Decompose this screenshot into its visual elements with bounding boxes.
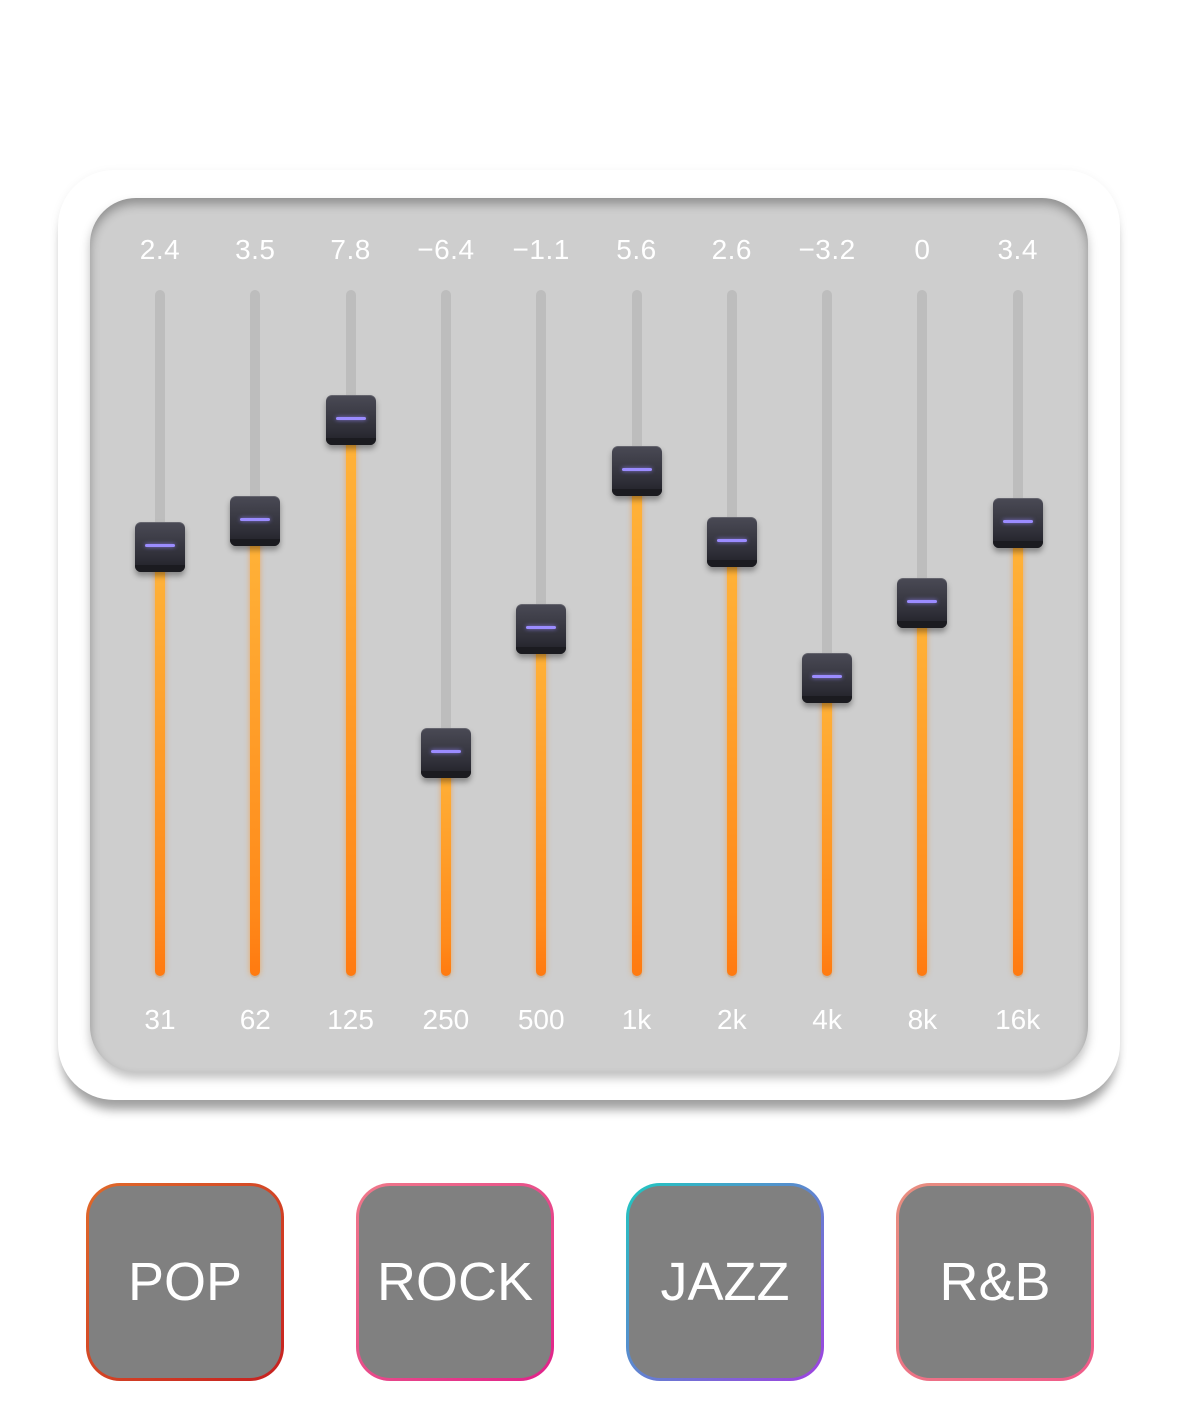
slider-fill [440,753,451,976]
band-frequency-label: 8k [907,1004,938,1035]
slider-thumb[interactable] [802,653,853,704]
band-frequency-label: 31 [144,1004,176,1035]
eq-band-500: −1.1 500 [501,198,581,1072]
thumb-indicator-line [907,600,938,603]
slider-fill [155,546,165,976]
band-value-label: 7.8 [330,234,371,265]
eq-band-62: 3.5 62 [215,198,295,1072]
band-value-label: 0 [914,234,931,265]
slider-thumb[interactable] [420,728,471,779]
band-value-label: 3.5 [235,234,276,265]
band-value-label: 5.6 [616,234,657,265]
band-value-label: 2.6 [711,234,753,265]
thumb-indicator-line [621,468,652,472]
slider-thumb[interactable] [897,578,948,628]
eq-band-16k: 3.4 16k [978,198,1058,1072]
band-frequency-label: 4k [812,1004,842,1035]
preset-label: JAZZ [629,1186,821,1378]
band-value-label: 3.4 [997,234,1038,265]
slider-fill [631,471,642,976]
thumb-indicator-line [1002,520,1033,524]
band-value-label: −3.2 [798,234,856,265]
eq-band-2k: 2.6 2k [692,198,772,1072]
eq-band-8k: 0 8k [882,198,962,1072]
slider-thumb[interactable] [611,446,662,497]
equalizer-panel: 2.4 31 3.5 62 7.8 125 −6.4 250 −1.1 500 … [90,198,1088,1072]
band-value-label: −1.1 [512,234,570,265]
preset-label: ROCK [359,1186,551,1378]
thumb-indicator-line [526,625,557,629]
preset-label: POP [89,1186,281,1378]
slider-thumb[interactable] [325,394,376,445]
band-frequency-label: 62 [239,1004,271,1035]
slider-track[interactable] [822,290,833,978]
preset-rnb-button[interactable]: R&B [896,1183,1094,1381]
eq-band-125: 7.8 125 [311,198,391,1072]
slider-fill [822,678,833,976]
band-value-label: −6.4 [417,234,475,265]
band-frequency-label: 2k [717,1004,747,1035]
band-value-label: 2.4 [139,234,181,265]
slider-thumb[interactable] [992,498,1043,549]
thumb-indicator-line [240,517,271,521]
slider-fill [250,520,261,976]
slider-thumb[interactable] [230,495,281,546]
preset-rock-button[interactable]: ROCK [356,1183,554,1381]
band-frequency-label: 1k [621,1004,652,1035]
slider-thumb[interactable] [516,603,567,654]
thumb-indicator-line [812,675,843,679]
thumb-indicator-line [335,416,366,420]
thumb-indicator-line [716,538,747,542]
slider-track[interactable] [440,290,451,978]
band-frequency-label: 250 [422,1004,470,1035]
slider-fill [917,603,928,976]
eq-band-4k: −3.2 4k [787,198,867,1072]
thumb-indicator-line [430,750,461,754]
band-frequency-label: 16k [995,1004,1041,1035]
preset-label: R&B [899,1186,1091,1378]
slider-fill [536,628,547,976]
eq-band-31: 2.4 31 [120,198,200,1072]
eq-band-250: −6.4 250 [406,198,486,1072]
slider-thumb[interactable] [706,516,757,567]
band-frequency-label: 500 [517,1004,565,1035]
slider-thumb[interactable] [135,521,185,572]
thumb-indicator-line [145,543,175,547]
slider-fill [345,419,356,976]
preset-jazz-button[interactable]: JAZZ [626,1183,824,1381]
slider-fill [726,541,737,976]
preset-pop-button[interactable]: POP [86,1183,284,1381]
slider-fill [1012,523,1023,976]
eq-band-1k: 5.6 1k [597,198,677,1072]
band-frequency-label: 125 [327,1004,374,1035]
